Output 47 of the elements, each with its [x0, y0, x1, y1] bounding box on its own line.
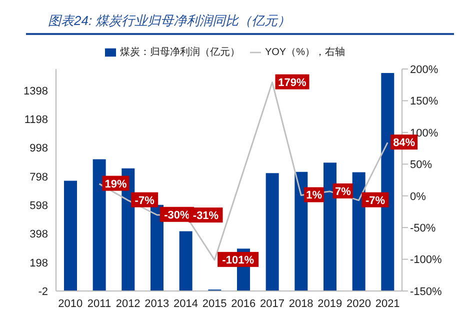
data-label: -7%	[365, 194, 386, 207]
y2-tick-label: 50%	[410, 159, 432, 172]
y2-tick-label: -150%	[410, 286, 442, 298]
x-tick-label: 2015	[202, 298, 227, 310]
y2-tick-label: 200%	[410, 64, 438, 76]
data-label: 19%	[104, 178, 127, 190]
bar	[179, 231, 192, 291]
y2-tick-label: 0%	[410, 190, 426, 203]
legend-label: 煤炭：归母净利润（亿元）	[120, 47, 240, 58]
data-label: 84%	[393, 137, 416, 150]
bar	[64, 180, 77, 291]
bar	[294, 172, 308, 291]
y-tick-label: -2	[38, 286, 48, 298]
y2-tick-label: -50%	[410, 222, 436, 234]
x-tick-label: 2018	[288, 298, 314, 310]
y-tick-label: 198	[30, 257, 48, 270]
data-label: 1%	[306, 190, 322, 202]
data-label: -31%	[192, 210, 219, 222]
bar	[92, 159, 106, 291]
x-tick-label: 2019	[318, 298, 342, 310]
y-tick-label: 798	[30, 171, 48, 184]
x-tick-label: 2012	[116, 298, 140, 310]
y-tick-label: 998	[30, 142, 48, 155]
y-tick-label: 598	[30, 200, 48, 212]
bar	[324, 162, 336, 291]
y-tick-label: 1198	[24, 114, 48, 126]
x-tick-label: 2020	[346, 298, 371, 310]
bar	[266, 173, 279, 291]
legend-label: YOY（%），右轴	[264, 47, 345, 58]
chart-title: 图表24: 煤炭行业归母净利润同比（亿元）	[26, 8, 454, 35]
x-tick-label: 2011	[87, 298, 112, 310]
y-tick-label: 398	[30, 228, 48, 241]
y-tick-label: 1398	[24, 85, 48, 98]
y2-tick-label: 150%	[410, 96, 438, 108]
data-label: 179%	[278, 76, 307, 89]
x-tick-label: 2017	[260, 298, 284, 310]
y2-tick-label: -100%	[410, 254, 442, 266]
data-label: -101%	[222, 254, 254, 266]
x-tick-label: 2016	[231, 298, 256, 310]
x-tick-label: 2013	[144, 298, 170, 310]
data-label: -30%	[164, 209, 190, 222]
x-tick-label: 2010	[58, 298, 83, 310]
x-tick-label: 2014	[174, 298, 198, 310]
x-tick-label: 2021	[375, 298, 400, 310]
bar	[352, 172, 366, 291]
data-label: -7%	[134, 194, 155, 207]
data-label: 7%	[334, 186, 352, 198]
